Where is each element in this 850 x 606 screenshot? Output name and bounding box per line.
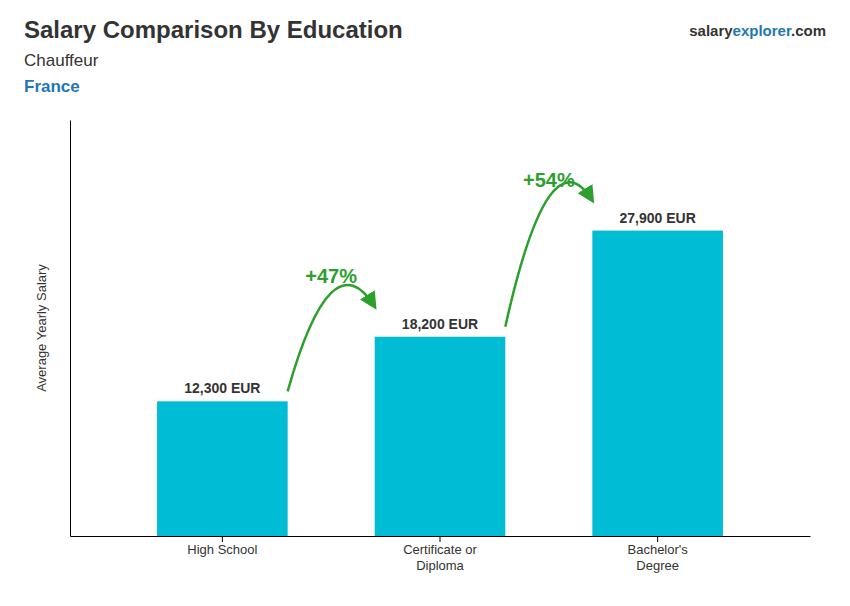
bar [157,401,288,536]
x-tick-label: High School [187,542,257,557]
watermark: salaryexplorer.com [689,22,826,39]
x-tick: High School [187,536,257,557]
data-labels: 12,300 EUR 18,200 EUR 27,900 EUR [184,210,696,397]
annotation: France [24,77,80,96]
data-label: 12,300 EUR [184,380,260,396]
y-axis-line [70,121,71,537]
data-label: 18,200 EUR [402,316,478,332]
watermark-part: .com [791,22,826,39]
y-axis [70,121,71,537]
annotation: +54% [523,169,575,191]
data-label: 27,900 EUR [620,210,696,226]
watermark-part: salary [689,22,733,39]
arrow [505,182,592,327]
x-tick-mark [657,536,658,542]
x-tick-label: Bachelor'sDegree [627,542,688,573]
x-tick-label: Certificate orDiploma [403,542,477,573]
bar [592,231,723,536]
x-tick-mark [440,536,441,542]
x-axis: High School Certificate orDiploma Bachelor… [71,536,811,573]
y-axis-title: Average Yearly Salary [34,264,49,392]
bars [157,231,723,536]
annotation: +47% [305,265,357,287]
arrow [288,285,375,391]
x-tick-mark [222,536,223,542]
bar [375,337,506,536]
x-tick: Bachelor'sDegree [627,536,688,573]
subtitle: Chauffeur [24,51,99,70]
watermark-part: explorer [733,22,792,39]
title: Salary Comparison By Education [24,16,403,43]
arrows: +47% +54% [288,169,593,391]
chart: Salary Comparison By Education Chauffeur F… [0,0,850,606]
x-tick: Certificate orDiploma [403,536,477,573]
